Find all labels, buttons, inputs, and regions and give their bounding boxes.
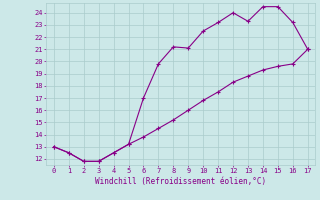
X-axis label: Windchill (Refroidissement éolien,°C): Windchill (Refroidissement éolien,°C) — [95, 177, 266, 186]
